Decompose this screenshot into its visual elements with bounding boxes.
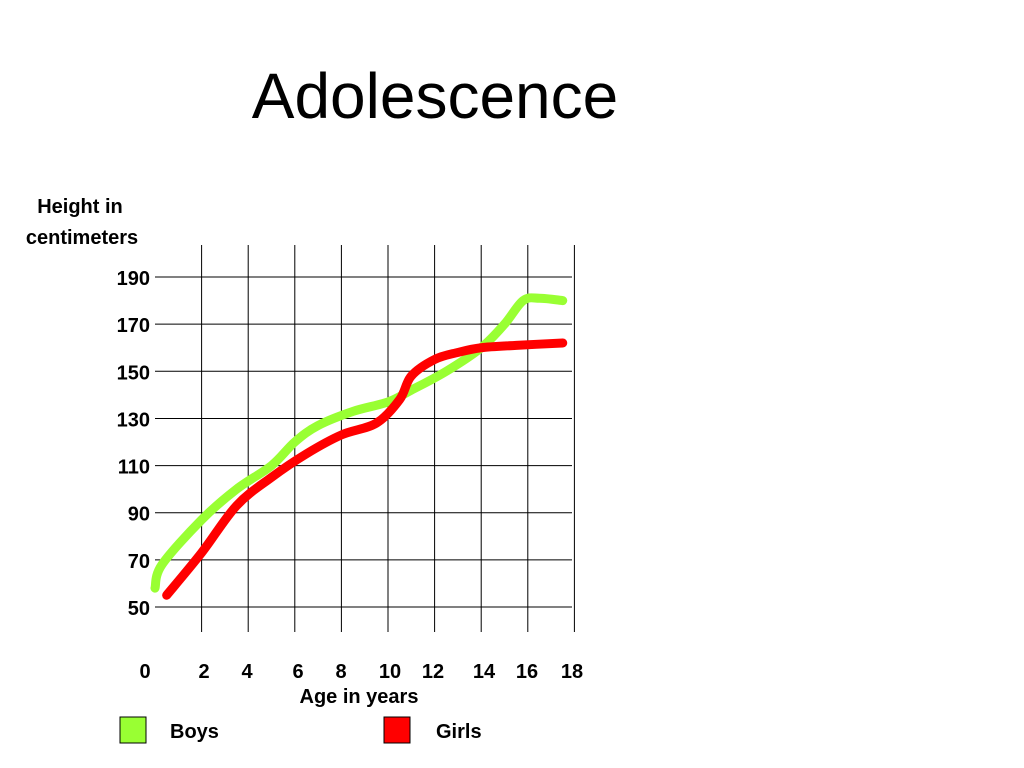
x-tick-label: 10 xyxy=(379,661,401,683)
chart-title: Adolescence xyxy=(252,60,618,132)
legend: Boys Girls xyxy=(119,716,482,744)
y-tick-label: 150 xyxy=(117,362,150,384)
y-tick-label: 190 xyxy=(117,268,150,290)
x-tick-label: 12 xyxy=(422,661,444,683)
legend-swatch-boys xyxy=(119,716,147,744)
y-tick-label: 70 xyxy=(128,551,150,573)
legend-label-boys: Boys xyxy=(170,721,219,743)
y-tick-label: 50 xyxy=(128,598,150,620)
x-tick-label: 0 xyxy=(139,661,150,683)
series-lines xyxy=(150,293,568,600)
x-tick-label: 16 xyxy=(516,661,538,683)
legend-label-girls: Girls xyxy=(436,721,482,743)
x-axis-label: Age in years xyxy=(300,686,419,708)
y-tick-label: 90 xyxy=(128,504,150,526)
x-tick-label: 4 xyxy=(241,661,253,683)
y-axis-label-line-2: centimeters xyxy=(26,227,138,249)
x-tick-labels: 0 2 4 6 8 10 12 14 16 18 xyxy=(139,661,583,683)
x-tick-label: 6 xyxy=(292,661,303,683)
y-tick-labels: 50 70 90 110 130 150 170 190 xyxy=(117,268,150,620)
legend-swatch-girls xyxy=(383,716,411,744)
y-tick-label: 110 xyxy=(118,457,150,479)
y-tick-label: 170 xyxy=(117,315,150,337)
x-tick-label: 8 xyxy=(335,661,346,683)
y-tick-label: 130 xyxy=(117,409,150,431)
series-line-girls xyxy=(162,338,568,600)
y-axis-label-line-1: Height in xyxy=(37,196,123,218)
x-tick-label: 14 xyxy=(473,661,496,683)
x-tick-label: 2 xyxy=(198,661,209,683)
x-tick-label: 18 xyxy=(561,661,583,683)
series-line-boys xyxy=(150,293,568,593)
grid xyxy=(155,245,575,632)
